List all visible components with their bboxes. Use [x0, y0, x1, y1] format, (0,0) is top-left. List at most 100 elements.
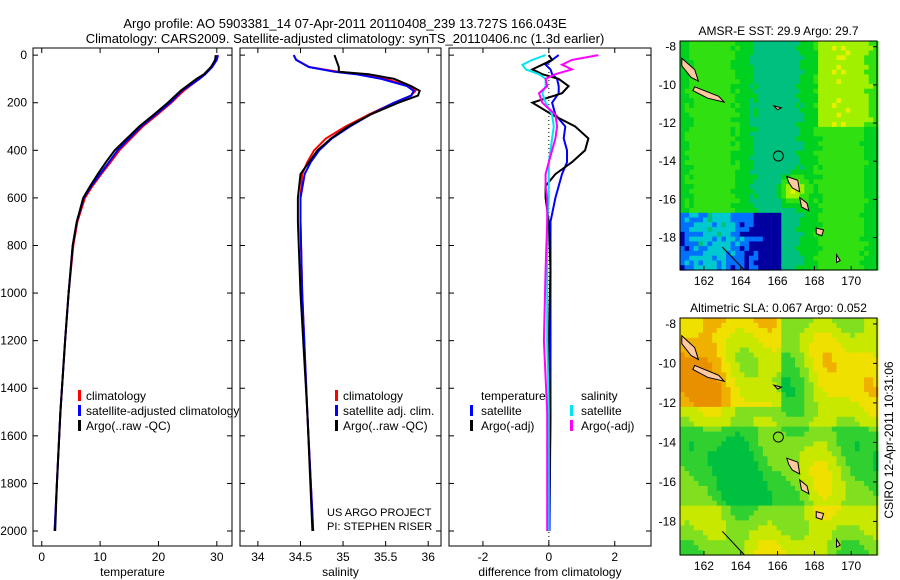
map-cell [776, 382, 782, 388]
map-cell [753, 165, 759, 171]
map-cell [808, 136, 815, 142]
map-cell [744, 431, 750, 438]
map-cell [684, 41, 690, 47]
map-cell [859, 83, 865, 90]
map-cell [799, 520, 805, 526]
map-cell [749, 165, 755, 171]
map-cell [822, 411, 828, 418]
map-cell [795, 55, 801, 61]
map-cell [776, 41, 782, 47]
map-cell [845, 131, 851, 137]
map-cell [767, 372, 773, 378]
map-cell [808, 255, 815, 262]
map-cell [703, 198, 709, 204]
map-cell [836, 337, 842, 344]
map-cell [781, 60, 787, 66]
map-cell [854, 179, 861, 185]
map-cell [762, 188, 769, 195]
map-cell [721, 169, 727, 176]
map-cell [707, 406, 713, 413]
map-cell [707, 136, 713, 142]
map-cell [841, 436, 847, 442]
map-cell [726, 471, 732, 477]
map-cell [726, 255, 732, 262]
map-cell [735, 150, 741, 157]
map-cell [716, 332, 722, 339]
map-cell [808, 150, 815, 157]
map-cell [854, 411, 861, 418]
map-cell [785, 332, 792, 339]
map-cell [845, 352, 851, 359]
map-cell [689, 79, 695, 85]
map-cell [730, 466, 736, 472]
map-cell [836, 231, 842, 238]
map-cell [762, 212, 769, 219]
map-cell [726, 160, 732, 166]
map-cell [716, 55, 722, 61]
map-cell [831, 505, 838, 512]
map-cell [739, 362, 745, 368]
map-cell [841, 510, 847, 517]
map-cell [767, 255, 773, 262]
map-cell [726, 193, 732, 200]
map-cell [758, 83, 764, 90]
map-cell [767, 318, 773, 324]
map-cell [868, 50, 874, 56]
island-land [836, 252, 841, 264]
map-cell [730, 318, 736, 324]
map-cell [864, 222, 870, 228]
map-cell [712, 530, 718, 536]
map-cell [730, 45, 736, 52]
map-cell [873, 495, 879, 502]
map-cell [836, 212, 842, 219]
map-cell [721, 406, 727, 413]
lon-tick-label: 164 [731, 274, 751, 288]
map-cell [818, 382, 824, 388]
map-cell [795, 222, 801, 228]
map-cell [698, 260, 704, 266]
map-title: Altimetric SLA: 0.067 Argo: 0.052 [690, 301, 867, 315]
map-cell [841, 255, 847, 262]
map-cell [744, 250, 750, 257]
map-cell [772, 490, 778, 497]
map-cell [721, 208, 727, 214]
map-cell [813, 318, 819, 324]
map-cell [753, 461, 759, 467]
map-cell [735, 203, 741, 209]
map-cell [822, 241, 828, 247]
map-cell [827, 136, 833, 142]
map-cell [726, 540, 732, 546]
map-cell [753, 250, 759, 257]
map-cell [744, 117, 750, 123]
map-cell [703, 150, 709, 157]
map-cell [726, 265, 732, 271]
map-cell [845, 426, 851, 433]
map-cell [850, 136, 856, 142]
map-cell [854, 184, 861, 190]
map-cell [703, 387, 709, 393]
map-cell [854, 510, 861, 517]
map-cell [693, 530, 699, 536]
map-cell [795, 411, 801, 418]
map-cell [804, 83, 810, 90]
map-cell [808, 64, 815, 71]
map-cell [776, 203, 782, 209]
map-cell [859, 93, 865, 99]
map-cell [790, 198, 796, 204]
map-cell [804, 387, 810, 393]
map-cell [712, 60, 718, 66]
map-cell [873, 117, 879, 123]
map-cell [753, 471, 759, 477]
map-cell [730, 74, 736, 80]
x-tick-label: -2 [478, 550, 489, 564]
map-cell [730, 236, 736, 242]
map-cell [744, 401, 750, 408]
map-cell [799, 60, 805, 66]
map-cell [850, 520, 856, 526]
map-cell [785, 485, 792, 492]
map-cell [845, 45, 851, 52]
map-cell [689, 441, 695, 447]
map-cell [689, 112, 695, 118]
map-cell [721, 382, 727, 388]
map-cell [739, 122, 745, 128]
